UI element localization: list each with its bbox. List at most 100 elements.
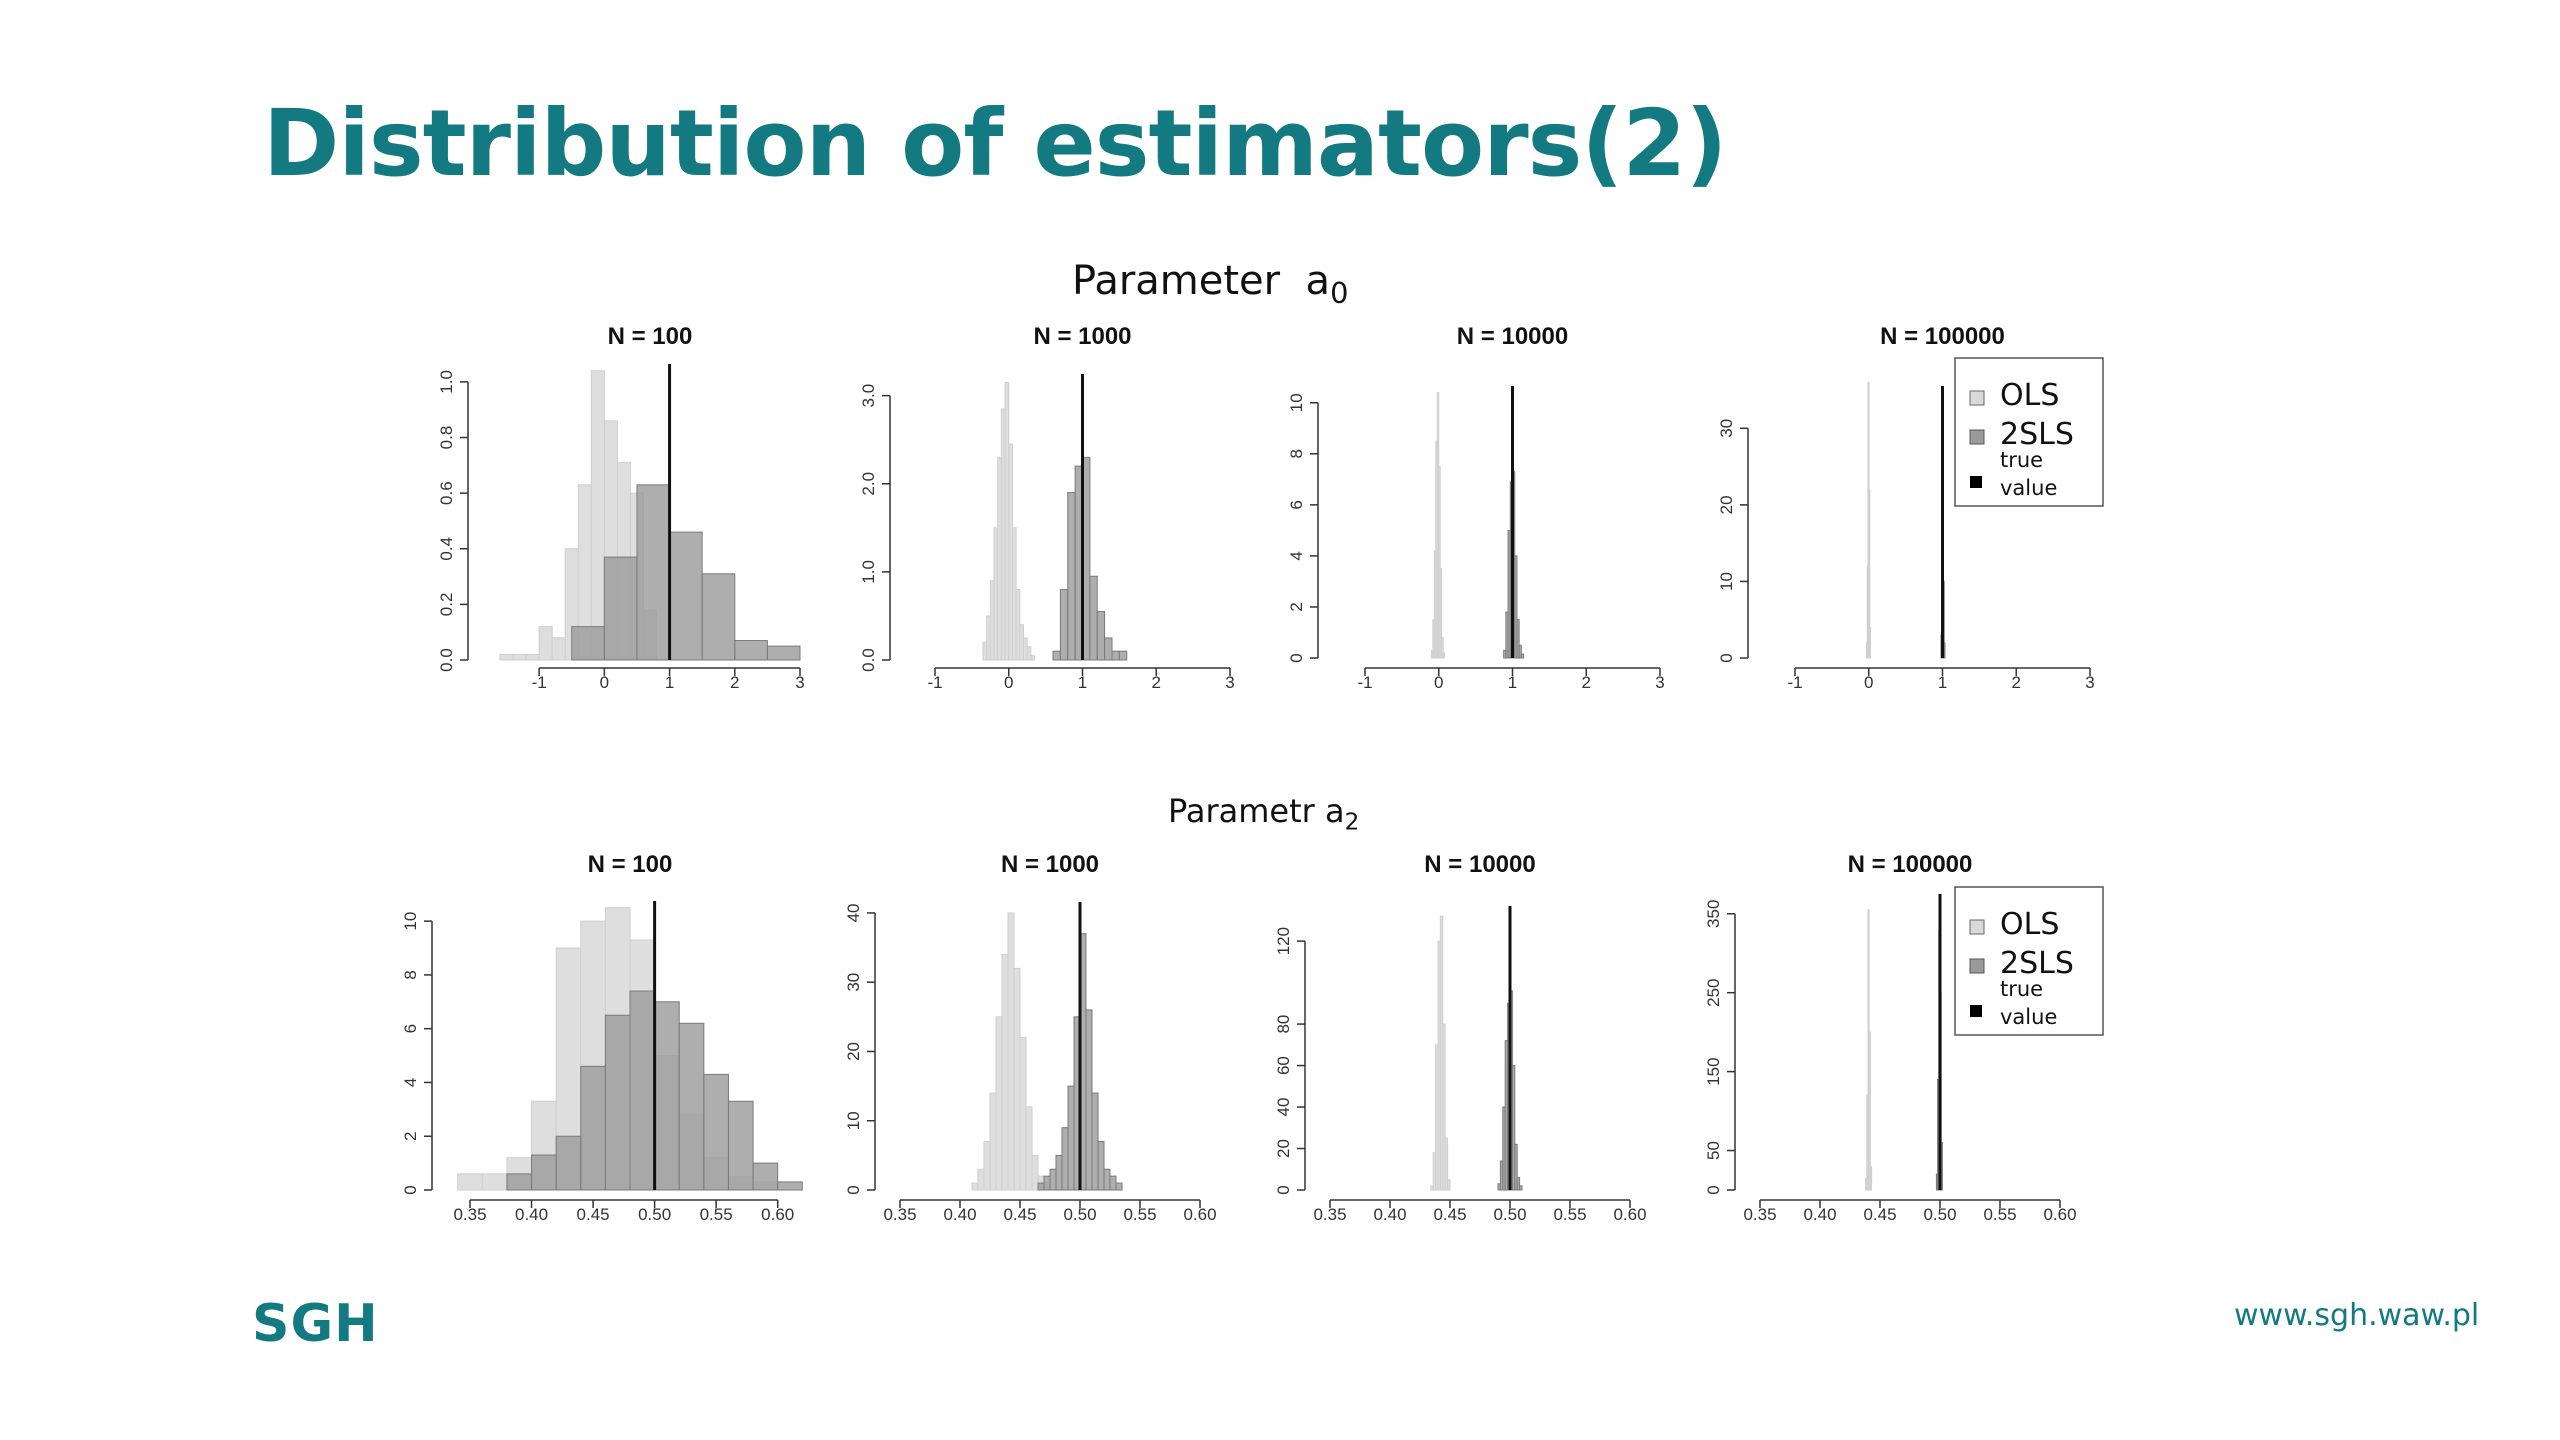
- x-tick-label: 0.40: [943, 1205, 976, 1224]
- legend-label-ols: OLS: [2000, 907, 2059, 942]
- histogram-bar: [971, 1182, 979, 1191]
- histogram-panel: N = 10000 0.35 0.40 0.45 0.50 0.55 0.60 0 20 40 60…: [1274, 851, 1647, 1224]
- section-title-a2: Parametr a2: [1168, 792, 1359, 835]
- histogram-bar: [604, 1014, 631, 1191]
- y-tick-label: 20: [1274, 1139, 1293, 1158]
- y-tick-label: 250: [1704, 979, 1723, 1007]
- histogram-bar: [727, 1100, 754, 1191]
- legend-swatch-ols: [1969, 919, 1985, 935]
- x-tick-label: 1: [1508, 673, 1517, 692]
- histogram-bar: [1442, 1023, 1446, 1191]
- x-tick-label: 3: [2085, 673, 2094, 692]
- histogram-bar: [457, 1173, 483, 1191]
- histogram-bar: [989, 1092, 997, 1191]
- histogram-bar: [766, 645, 801, 661]
- histogram-bar: [629, 990, 656, 1191]
- histogram-bar: [1109, 1175, 1117, 1191]
- histogram-panel: N = 1000 0.35 0.40 0.45 0.50 0.55 0.60 0 10 20 30 4…: [844, 851, 1217, 1224]
- histogram-bar: [1061, 1127, 1069, 1191]
- x-tick-label: 0.60: [2043, 1205, 2076, 1224]
- histogram-panel: N = 100 -1 0 1 2 3 0.0 0.2 0.4 0.6 0.8 1.0: [437, 323, 805, 692]
- histogram-bar: [1514, 555, 1518, 659]
- y-tick-label: 0: [844, 1185, 863, 1194]
- website-link[interactable]: www.sgh.waw.pl: [2234, 1298, 2480, 1333]
- legend-swatch-ols: [1969, 390, 1985, 406]
- histogram-bar: [1516, 1177, 1521, 1191]
- histogram-bar: [989, 580, 995, 661]
- x-tick-label: 0: [1434, 673, 1443, 692]
- histogram-bar: [1019, 1037, 1027, 1191]
- histogram-panel: N = 100 0.35 0.40 0.45 0.50 0.55 0.60 0 2 4 6 8 10: [401, 851, 803, 1224]
- histogram-bar: [1104, 637, 1113, 661]
- y-tick-label: 8: [401, 970, 420, 979]
- x-tick-label: 2: [730, 673, 739, 692]
- histogram-bar: [1097, 1141, 1105, 1191]
- histogram-bar: [1059, 589, 1069, 661]
- legend-label-true-value: true value: [2000, 448, 2057, 500]
- histogram-bar: [481, 1173, 508, 1191]
- histogram-bar: [983, 1141, 991, 1191]
- x-tick-label: 3: [1225, 673, 1234, 692]
- x-tick-label: -1: [1357, 673, 1372, 692]
- x-tick-label: 0.45: [1433, 1205, 1466, 1224]
- histogram-bar: [986, 615, 991, 661]
- histogram-bar: [1055, 1154, 1063, 1191]
- x-tick-label: 0.55: [1123, 1205, 1156, 1224]
- histogram-bar: [1442, 652, 1446, 659]
- histogram-title: N = 100: [608, 323, 693, 350]
- y-tick-label: 0.0: [859, 648, 878, 672]
- sgh-logo: SGH: [252, 1294, 379, 1354]
- histogram-bar: [1514, 1143, 1518, 1191]
- x-tick-label: 0.35: [883, 1205, 916, 1224]
- y-tick-label: 2: [1287, 602, 1306, 611]
- histogram-bar: [525, 653, 540, 661]
- x-tick-label: 0: [600, 673, 609, 692]
- y-tick-label: 50: [1704, 1141, 1723, 1160]
- x-tick-label: 0: [1864, 673, 1873, 692]
- histogram-bar: [982, 641, 988, 661]
- histogram-bar: [1520, 653, 1525, 659]
- histogram-bar: [531, 1154, 557, 1191]
- section-label: Parameter: [1072, 258, 1281, 304]
- histogram-bar: [1447, 1179, 1451, 1191]
- histogram-bar: [506, 1173, 533, 1191]
- y-tick-label: 150: [1704, 1057, 1723, 1085]
- histogram-panel: N = 10000 -1 0 1 2 3 0 2 4 6 8 10: [1287, 323, 1665, 692]
- histogram-bar: [1943, 642, 1946, 659]
- x-tick-label: 0.35: [453, 1205, 486, 1224]
- y-tick-label: 40: [1274, 1098, 1293, 1117]
- section-symbol: a: [1324, 792, 1345, 830]
- histogram-bar: [512, 653, 527, 661]
- y-tick-label: 3.0: [859, 384, 878, 408]
- y-tick-label: 6: [401, 1024, 420, 1033]
- histogram-bar: [551, 637, 566, 661]
- y-tick-label: 10: [1287, 393, 1306, 412]
- legend-label-2sls: 2SLS: [2000, 417, 2074, 452]
- histogram-bar: [1004, 381, 1010, 661]
- histogram-bar: [1089, 575, 1098, 661]
- histogram-title: N = 10000: [1424, 851, 1535, 878]
- x-tick-label: 0.40: [1373, 1205, 1406, 1224]
- histogram-bar: [636, 484, 671, 661]
- histogram-bar: [734, 640, 768, 661]
- histogram-bar: [1011, 527, 1017, 661]
- x-tick-label: 0.45: [1003, 1205, 1036, 1224]
- histogram-title: N = 1000: [1033, 323, 1131, 350]
- y-tick-label: 20: [844, 1042, 863, 1061]
- x-tick-label: 0.55: [700, 1205, 733, 1224]
- y-tick-label: 0.4: [437, 537, 456, 561]
- histogram-bar: [1019, 624, 1024, 661]
- x-tick-label: 2: [1582, 673, 1591, 692]
- histogram-panel: N = 100000 0.35 0.40 0.45 0.50 0.55 0.60 0 50 150…: [1704, 851, 2077, 1224]
- histogram-bar: [977, 1168, 985, 1191]
- y-tick-label: 10: [401, 912, 420, 931]
- x-tick-label: 0.35: [1743, 1205, 1776, 1224]
- histogram-bar: [1091, 1092, 1099, 1191]
- histogram-bar: [1052, 650, 1061, 661]
- histogram-bar: [1868, 626, 1871, 659]
- x-tick-label: 0.50: [1063, 1205, 1096, 1224]
- histogram-bar: [1043, 1175, 1051, 1191]
- x-tick-label: 1: [665, 673, 674, 692]
